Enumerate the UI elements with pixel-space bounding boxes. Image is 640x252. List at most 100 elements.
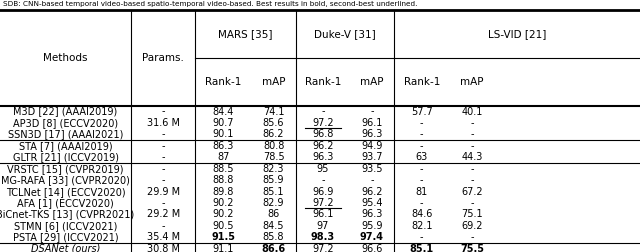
- Text: GLTR [21] (ICCV2019): GLTR [21] (ICCV2019): [13, 152, 118, 162]
- Text: 78.5: 78.5: [263, 152, 284, 162]
- Text: 63: 63: [415, 152, 428, 162]
- Text: VRSTC [15] (CVPR2019): VRSTC [15] (CVPR2019): [7, 164, 124, 174]
- Text: 80.8: 80.8: [263, 141, 284, 151]
- Text: 69.2: 69.2: [461, 221, 483, 231]
- Text: 67.2: 67.2: [461, 187, 483, 197]
- Text: 57.7: 57.7: [411, 107, 433, 117]
- Text: 96.3: 96.3: [312, 152, 333, 162]
- Text: -: -: [370, 175, 374, 185]
- Text: STMN [6] (ICCV2021): STMN [6] (ICCV2021): [14, 221, 117, 231]
- Text: -: -: [420, 198, 424, 208]
- Text: mAP: mAP: [360, 77, 383, 87]
- Text: -: -: [420, 118, 424, 128]
- Text: PSTA [29] (ICCV2021): PSTA [29] (ICCV2021): [13, 232, 118, 242]
- Text: -: -: [470, 130, 474, 139]
- Text: BiCnet-TKS [13] (CVPR2021): BiCnet-TKS [13] (CVPR2021): [0, 209, 135, 219]
- Text: STA [7] (AAAI2019): STA [7] (AAAI2019): [19, 141, 113, 151]
- Text: 88.8: 88.8: [212, 175, 234, 185]
- Text: 96.1: 96.1: [361, 118, 383, 128]
- Text: 97.2: 97.2: [312, 118, 333, 128]
- Text: 81: 81: [415, 187, 428, 197]
- Text: -: -: [470, 175, 474, 185]
- Text: -: -: [470, 118, 474, 128]
- Text: 86.6: 86.6: [262, 244, 285, 252]
- Text: 91.5: 91.5: [211, 232, 236, 242]
- Text: AFA [1] (ECCV2020): AFA [1] (ECCV2020): [17, 198, 114, 208]
- Text: 90.2: 90.2: [212, 198, 234, 208]
- Text: 90.2: 90.2: [212, 209, 234, 219]
- Text: -: -: [420, 175, 424, 185]
- Text: 75.1: 75.1: [461, 209, 483, 219]
- Text: 30.8 M: 30.8 M: [147, 244, 180, 252]
- Text: 95: 95: [317, 164, 329, 174]
- Text: 75.5: 75.5: [460, 244, 484, 252]
- Text: 90.7: 90.7: [212, 118, 234, 128]
- Text: DSANet (ours): DSANet (ours): [31, 244, 100, 252]
- Text: 96.9: 96.9: [312, 187, 333, 197]
- Text: -: -: [420, 232, 424, 242]
- Text: MG-RAFA [33] (CVPR2020): MG-RAFA [33] (CVPR2020): [1, 175, 130, 185]
- Text: -: -: [161, 107, 165, 117]
- Text: mAP: mAP: [460, 77, 484, 87]
- Text: -: -: [321, 175, 324, 185]
- Text: -: -: [161, 175, 165, 185]
- Text: 84.4: 84.4: [212, 107, 234, 117]
- Text: Rank-1: Rank-1: [305, 77, 341, 87]
- Text: -: -: [161, 141, 165, 151]
- Text: mAP: mAP: [262, 77, 285, 87]
- Text: 93.7: 93.7: [361, 152, 383, 162]
- Text: 97.2: 97.2: [312, 198, 333, 208]
- Text: 96.8: 96.8: [312, 130, 333, 139]
- Text: -: -: [161, 130, 165, 139]
- Text: 97: 97: [317, 221, 329, 231]
- Text: 85.9: 85.9: [263, 175, 284, 185]
- Text: 94.9: 94.9: [361, 141, 383, 151]
- Text: 93.5: 93.5: [361, 164, 383, 174]
- Text: -: -: [420, 164, 424, 174]
- Text: 96.3: 96.3: [361, 209, 383, 219]
- Text: 86: 86: [268, 209, 280, 219]
- Text: 96.6: 96.6: [361, 244, 383, 252]
- Text: 44.3: 44.3: [461, 152, 483, 162]
- Text: 95.4: 95.4: [361, 198, 383, 208]
- Text: 96.3: 96.3: [361, 130, 383, 139]
- Text: 95.9: 95.9: [361, 221, 383, 231]
- Text: 98.3: 98.3: [311, 232, 335, 242]
- Text: LS-VID [21]: LS-VID [21]: [488, 29, 546, 39]
- Text: -: -: [470, 164, 474, 174]
- Text: -: -: [470, 232, 474, 242]
- Text: 90.5: 90.5: [212, 221, 234, 231]
- Text: -: -: [161, 152, 165, 162]
- Text: 89.8: 89.8: [212, 187, 234, 197]
- Text: 84.6: 84.6: [411, 209, 433, 219]
- Text: 88.5: 88.5: [212, 164, 234, 174]
- Text: -: -: [470, 198, 474, 208]
- Text: MARS [35]: MARS [35]: [218, 29, 273, 39]
- Text: 86.2: 86.2: [263, 130, 284, 139]
- Text: 85.6: 85.6: [263, 118, 284, 128]
- Text: Rank-1: Rank-1: [205, 77, 241, 87]
- Text: Params.: Params.: [142, 53, 184, 63]
- Text: 84.5: 84.5: [263, 221, 284, 231]
- Text: 82.3: 82.3: [263, 164, 284, 174]
- Text: 85.1: 85.1: [263, 187, 284, 197]
- Text: 40.1: 40.1: [461, 107, 483, 117]
- Text: 85.1: 85.1: [410, 244, 434, 252]
- Text: 82.1: 82.1: [411, 221, 433, 231]
- Text: -: -: [420, 141, 424, 151]
- Text: -: -: [420, 130, 424, 139]
- Text: -: -: [161, 221, 165, 231]
- Text: 29.9 M: 29.9 M: [147, 187, 180, 197]
- Text: 97.4: 97.4: [360, 232, 384, 242]
- Text: 86.3: 86.3: [212, 141, 234, 151]
- Text: SDB: CNN-based temporal video-based spatio-temporal video-based. Best results in: SDB: CNN-based temporal video-based spat…: [3, 1, 417, 7]
- Text: 97.2: 97.2: [312, 244, 333, 252]
- Text: 35.4 M: 35.4 M: [147, 232, 180, 242]
- Text: 91.1: 91.1: [212, 244, 234, 252]
- Text: 96.1: 96.1: [312, 209, 333, 219]
- Text: 96.2: 96.2: [361, 187, 383, 197]
- Text: -: -: [321, 107, 324, 117]
- Text: 90.1: 90.1: [212, 130, 234, 139]
- Text: Rank-1: Rank-1: [404, 77, 440, 87]
- Text: Methods: Methods: [44, 53, 88, 63]
